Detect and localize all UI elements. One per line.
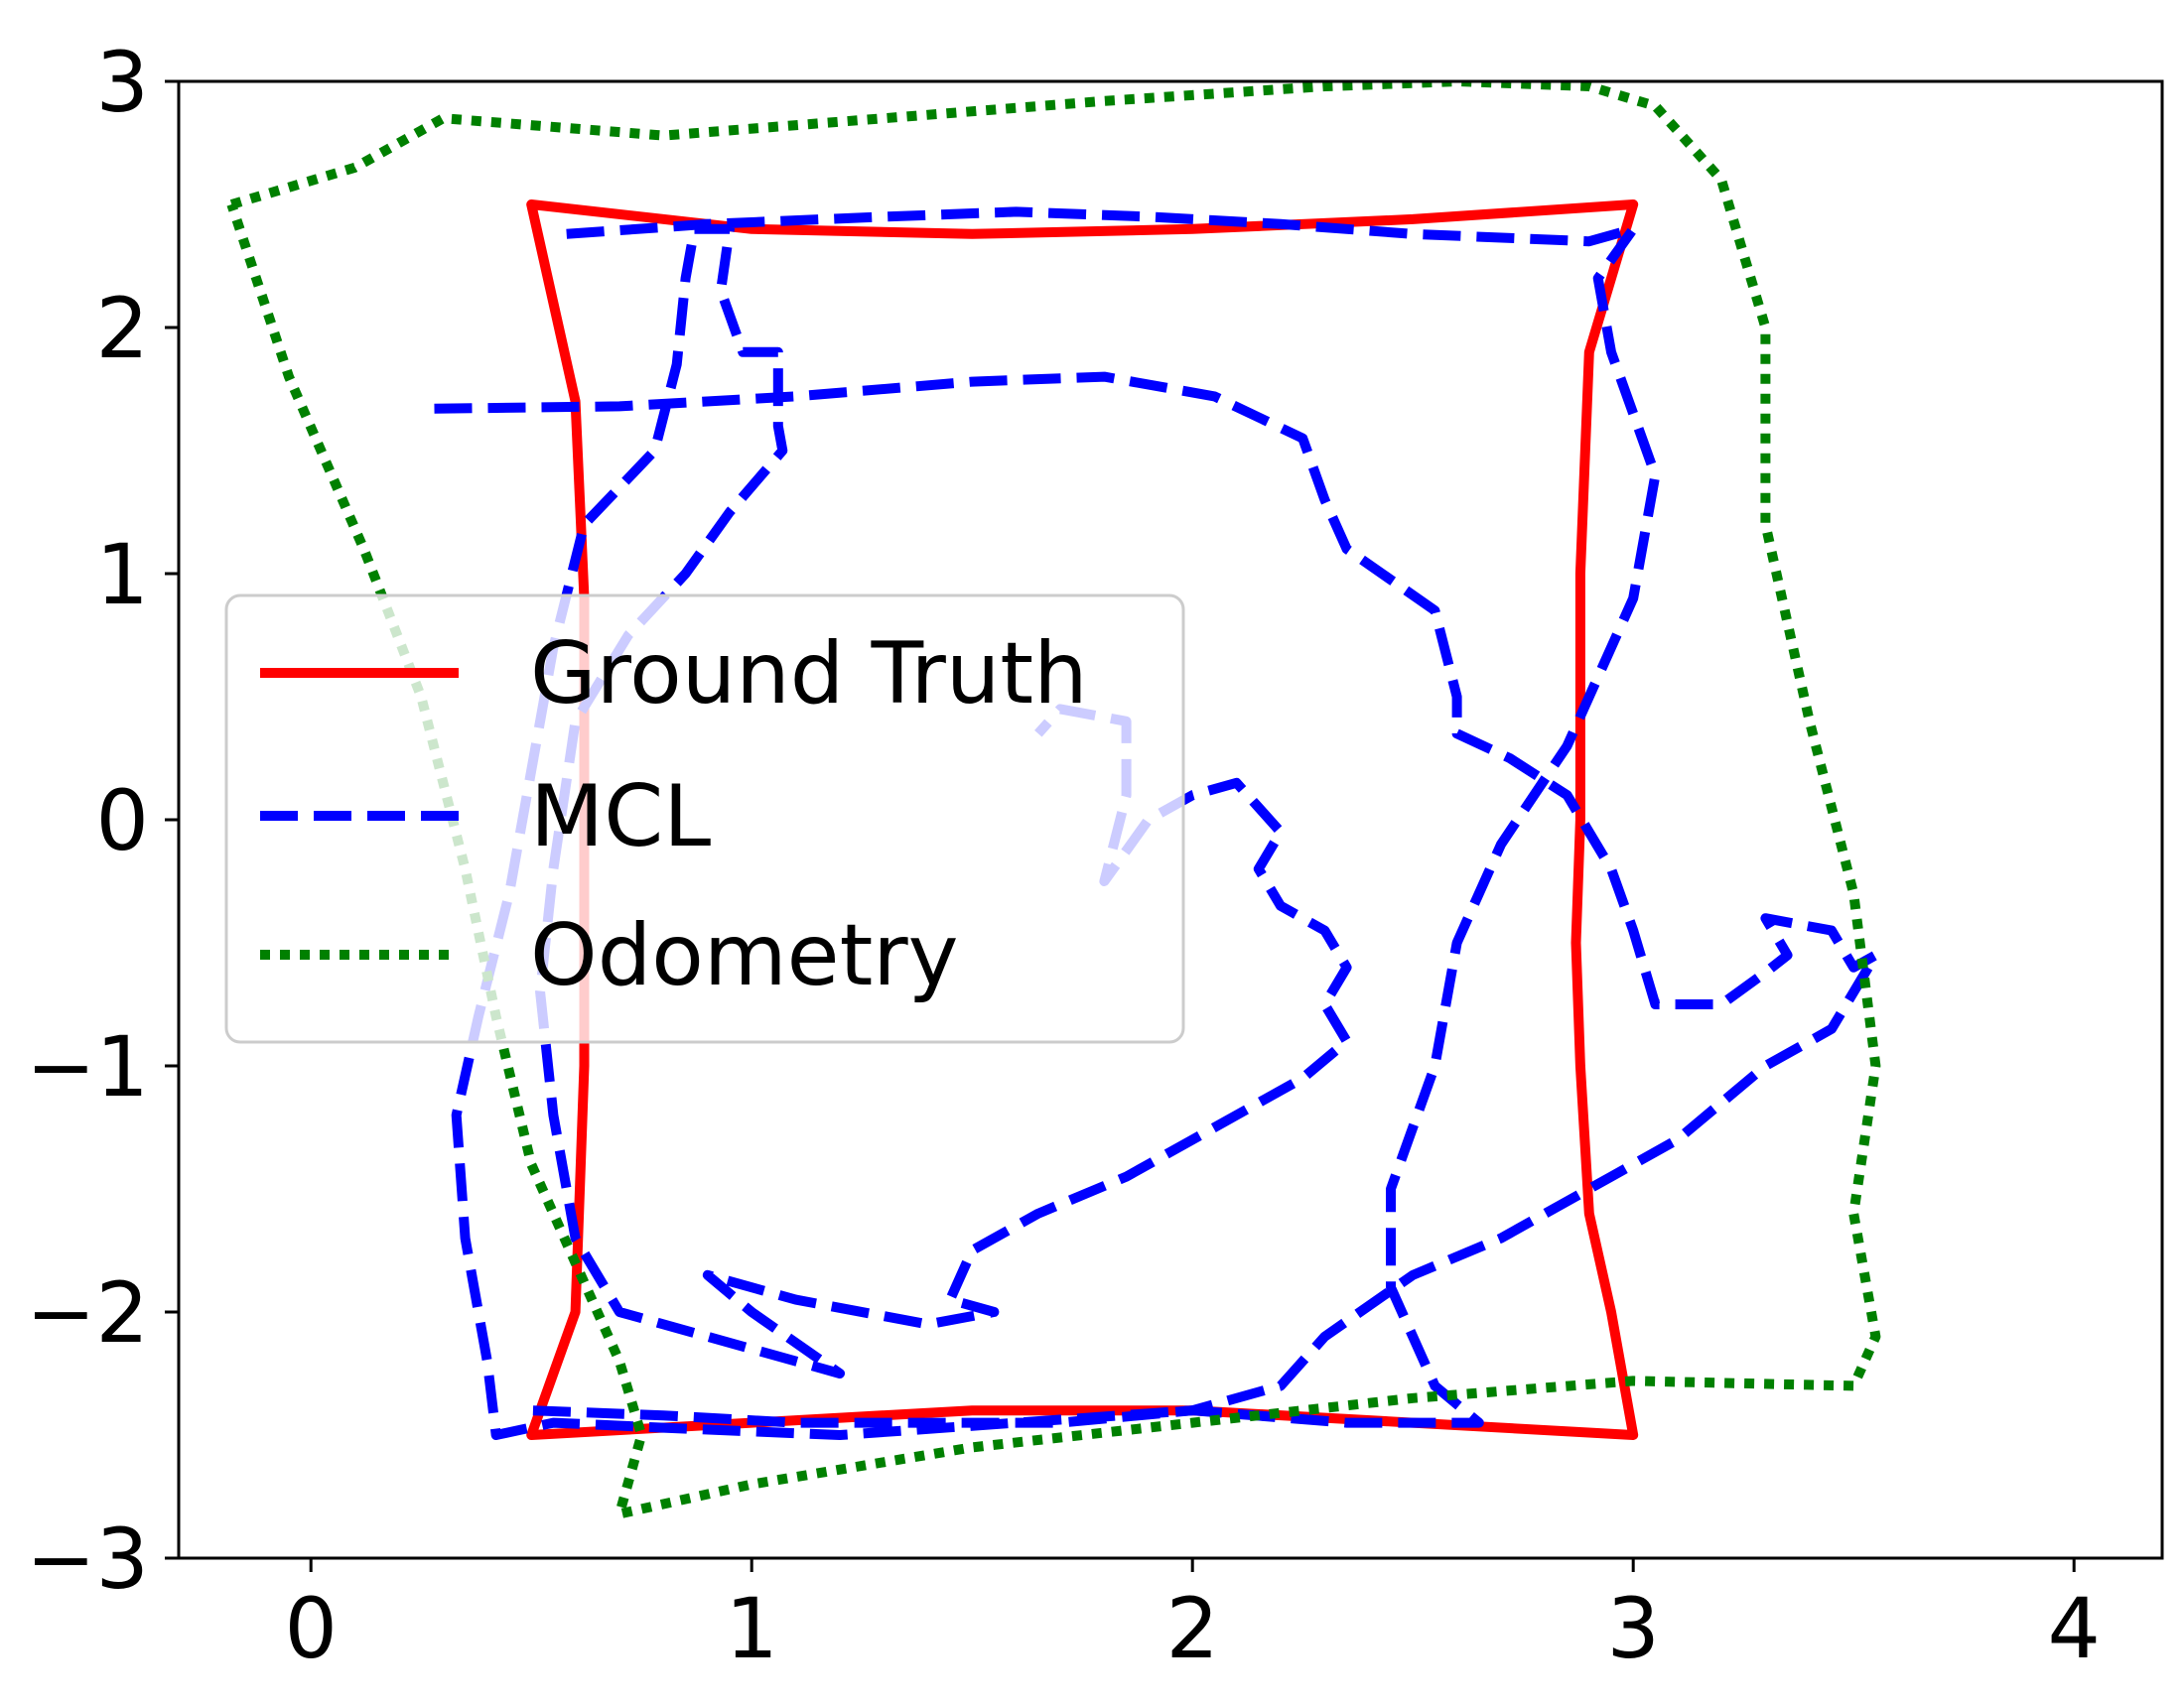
x-axis: 0 1 2 3 4: [284, 1558, 2101, 1677]
y-tick-label: −3: [26, 1510, 149, 1608]
y-tick-label: 1: [96, 526, 149, 623]
legend-label-mcl: MCL: [530, 767, 711, 866]
legend: Ground Truth MCL Odometry: [224, 593, 1185, 1044]
y-tick-label: 0: [96, 772, 149, 869]
series-line-mcl-2: [434, 371, 1881, 1428]
y-axis: −3 −2 −1 0 1 2 3: [26, 34, 179, 1608]
legend-label-odometry: Odometry: [530, 906, 959, 1005]
y-tick-label: 2: [96, 280, 149, 377]
y-tick-label: −2: [26, 1264, 149, 1362]
x-tick-label: 3: [1606, 1580, 1659, 1677]
x-tick-label: 1: [725, 1580, 777, 1677]
x-tick-label: 0: [284, 1580, 337, 1677]
y-tick-label: 3: [96, 34, 149, 131]
legend-box: [224, 593, 1185, 1044]
x-tick-label: 4: [2047, 1580, 2100, 1677]
series-line-mcl-1: [451, 206, 1661, 1440]
series-line-odometry-3: [226, 81, 1881, 1519]
y-tick-label: −1: [26, 1018, 149, 1116]
legend-label-ground-truth: Ground Truth: [530, 624, 1088, 723]
x-tick-label: 2: [1165, 1580, 1218, 1677]
